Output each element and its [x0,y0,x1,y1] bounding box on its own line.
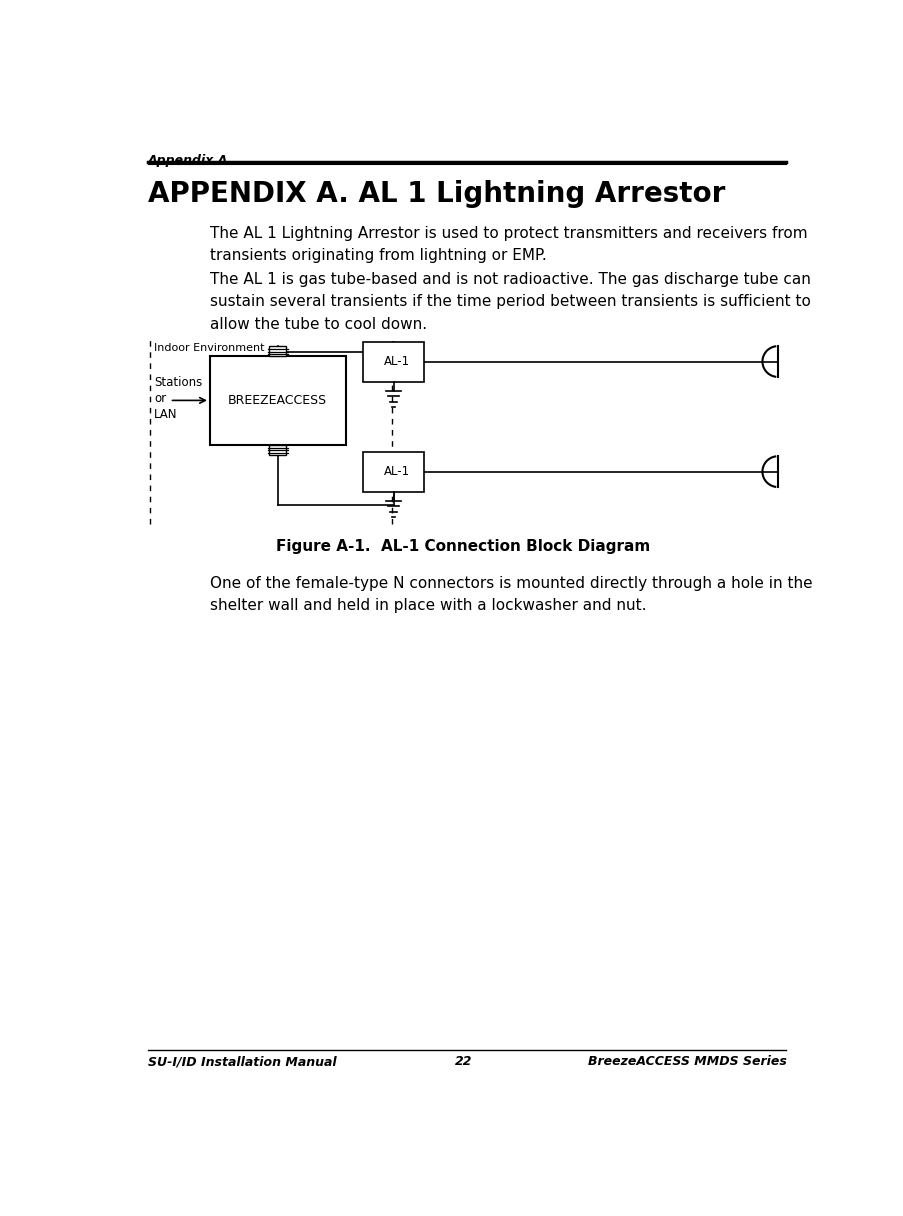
Text: Appendix A: Appendix A [148,154,228,168]
Text: AL-1: AL-1 [384,355,410,368]
Text: BREEZEACCESS: BREEZEACCESS [228,394,327,407]
Text: AL-1: AL-1 [384,466,410,478]
Text: One of the female-type N connectors is mounted directly through a hole in the
sh: One of the female-type N connectors is m… [209,575,812,613]
Text: The AL 1 is gas tube-based and is not radioactive. The gas discharge tube can
su: The AL 1 is gas tube-based and is not ra… [209,272,810,332]
Text: The AL 1 Lightning Arrestor is used to protect transmitters and receivers from
t: The AL 1 Lightning Arrestor is used to p… [209,226,806,263]
Text: APPENDIX A. AL 1 Lightning Arrestor: APPENDIX A. AL 1 Lightning Arrestor [148,180,724,208]
Bar [269,347,286,356]
Text: Indoor Environment: Indoor Environment [154,343,265,353]
Text: Stations
or
LAN: Stations or LAN [154,376,202,421]
Bar [269,445,286,455]
Bar [363,451,424,491]
Text: SU-I/ID Installation Manual: SU-I/ID Installation Manual [148,1055,336,1069]
Text: Figure A-1.  AL-1 Connection Block Diagram: Figure A-1. AL-1 Connection Block Diagra… [276,540,649,554]
Text: 22: 22 [454,1055,471,1069]
Bar [363,342,424,382]
Bar [209,356,345,445]
Text: BreezeACCESS MMDS Series: BreezeACCESS MMDS Series [587,1055,786,1069]
